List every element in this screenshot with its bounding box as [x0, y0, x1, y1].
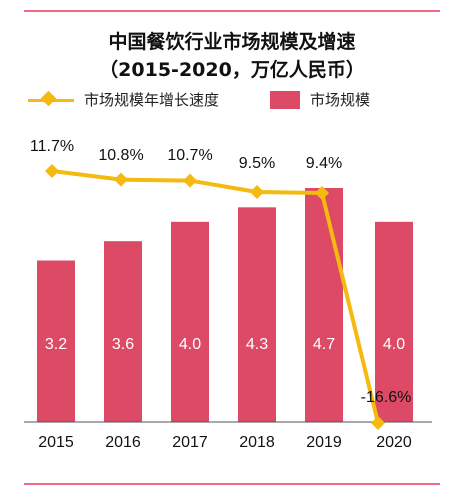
chart-title: 中国餐饮行业市场规模及增速 — [108, 31, 356, 53]
growth-rate-point-2019 — [315, 186, 329, 200]
growth-rate-label-2019: 9.4% — [306, 155, 342, 172]
growth-rate-label-2017: 10.7% — [167, 147, 212, 164]
growth-rate-label-2015: 11.7% — [30, 138, 74, 155]
x-tick-label-2019: 2019 — [306, 434, 342, 451]
bar-value-label-2016: 3.6 — [112, 336, 134, 353]
growth-rate-label-2020: -16.6% — [361, 389, 412, 406]
growth-rate-label-2018: 9.5% — [239, 155, 275, 172]
bar-value-label-2020: 4.0 — [383, 336, 405, 353]
bar-value-label-2015: 3.2 — [45, 336, 67, 353]
bottom-rule — [24, 483, 440, 485]
bar-2019 — [305, 188, 343, 422]
legend-bar-label: 市场规模 — [310, 91, 371, 109]
x-tick-label-2015: 2015 — [38, 434, 74, 451]
x-tick-label-2018: 2018 — [239, 434, 275, 451]
growth-rate-point-2017 — [183, 173, 197, 188]
x-tick-label-2017: 2017 — [172, 434, 208, 451]
bar-value-label-2017: 4.0 — [179, 336, 201, 353]
bar-2020 — [375, 221, 413, 422]
growth-rate-label-2016: 10.8% — [98, 147, 143, 164]
x-tick-label-2016: 2016 — [105, 434, 141, 451]
chart-subtitle: （2015-2020，万亿人民币） — [99, 59, 365, 81]
bar-value-label-2018: 4.3 — [246, 336, 268, 353]
growth-rate-point-2015 — [45, 164, 59, 178]
growth-rate-point-2020 — [371, 416, 385, 430]
growth-rate-line — [51, 169, 380, 424]
top-rule — [24, 10, 440, 12]
growth-rate-point-2016 — [114, 172, 128, 187]
legend-bar-swatch-icon — [270, 91, 300, 109]
bar-2015 — [37, 260, 75, 422]
legend-line-label: 市场规模年增长速度 — [84, 91, 220, 109]
growth-rate-point-2018 — [250, 185, 264, 200]
bar-2016 — [104, 241, 142, 422]
bar-2018 — [238, 207, 276, 422]
bar-value-label-2019: 4.7 — [313, 336, 335, 353]
x-tick-label-2020: 2020 — [376, 434, 412, 451]
legend: 市场规模年增长速度 市场规模 — [26, 90, 446, 110]
bar-2017 — [171, 221, 209, 422]
